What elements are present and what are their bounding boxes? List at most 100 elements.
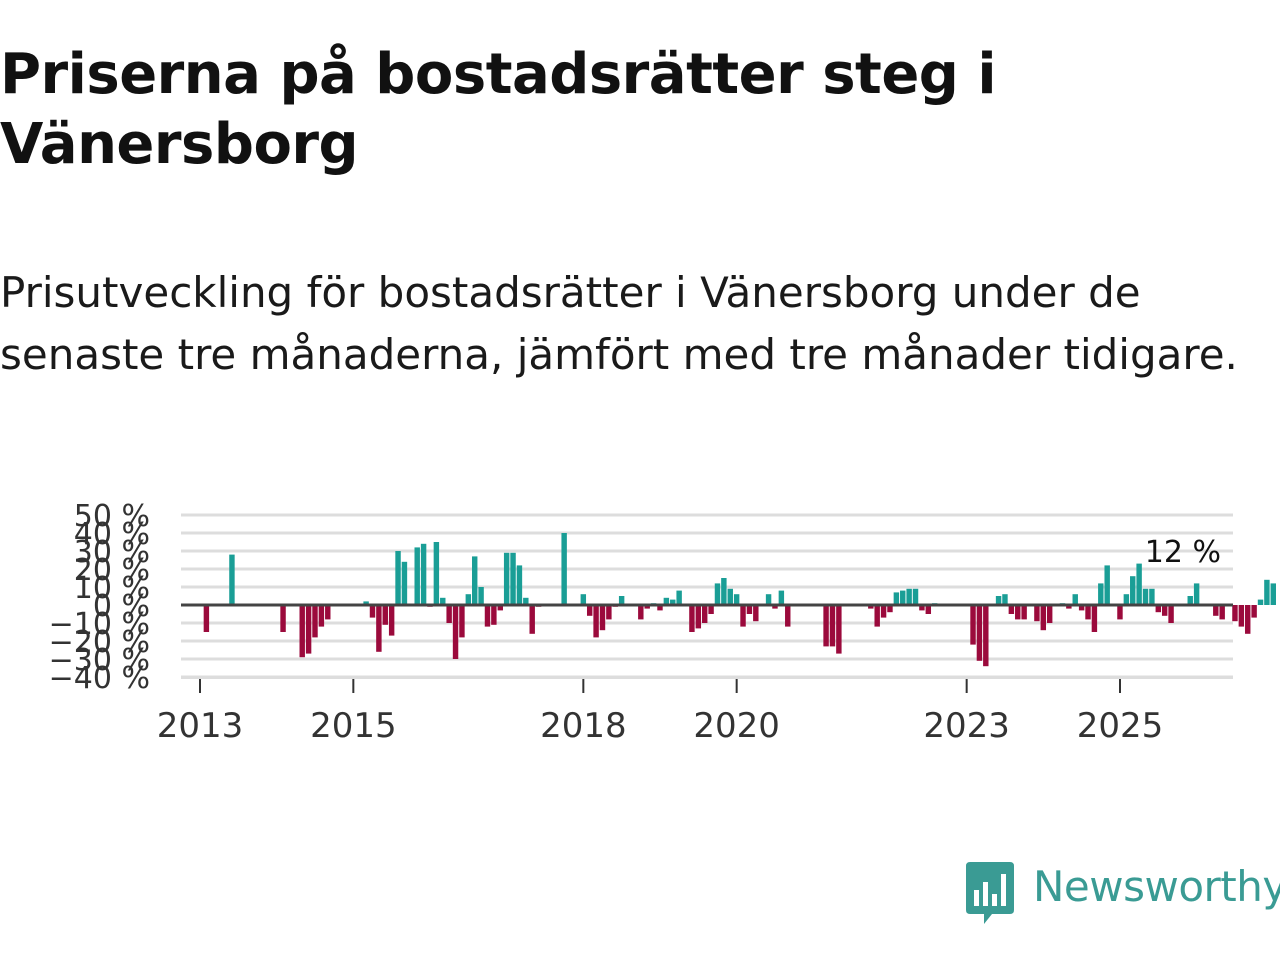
bar: [510, 552, 516, 605]
bar: [452, 605, 459, 659]
bar: [906, 588, 912, 605]
bar: [401, 561, 408, 605]
bar: [561, 533, 567, 605]
y-tick-label: 40 %: [74, 517, 150, 552]
last-value-annotation: 12 %: [1145, 535, 1221, 570]
x-tick-label: 2020: [693, 706, 780, 740]
bar: [689, 605, 695, 632]
bar: [1232, 605, 1238, 622]
bar: [1072, 594, 1078, 605]
bar: [1078, 605, 1085, 611]
bar: [644, 605, 650, 609]
bar: [772, 605, 778, 609]
y-tick-label: 50 %: [74, 499, 150, 534]
bar: [829, 605, 836, 647]
bar: [503, 552, 510, 605]
y-tick-label: 20 %: [74, 553, 150, 588]
bar: [823, 605, 829, 647]
bar: [657, 605, 663, 611]
bar: [388, 605, 395, 636]
bar: [880, 605, 887, 618]
x-axis: 2013 2015 2018 2020 2023 2025: [157, 677, 1233, 740]
y-axis: 50 %40 %30 %20 %10 %0 %−10 %−20 %−30 %−4…: [49, 499, 150, 696]
bar: [414, 547, 420, 605]
bar: [701, 605, 708, 623]
bar: [1091, 605, 1098, 632]
bar: [721, 578, 727, 605]
bar: [925, 605, 932, 614]
bar: [472, 556, 478, 605]
x-tick-label: 2018: [540, 706, 627, 740]
bar: [382, 605, 388, 625]
bar: [516, 565, 523, 605]
brand-name: Newsworthy: [1033, 862, 1280, 911]
bar: [369, 605, 376, 618]
bar: [484, 605, 491, 627]
bar: [1021, 605, 1027, 620]
bar: [497, 605, 503, 611]
y-tick-label: −40 %: [49, 661, 150, 696]
bar: [299, 605, 305, 658]
bar: [529, 605, 535, 634]
bar: [1015, 605, 1021, 620]
bar: [785, 605, 791, 627]
y-tick-label: −30 %: [49, 643, 150, 678]
x-tick-label: 2025: [1077, 706, 1164, 740]
bar: [995, 596, 1002, 605]
bar: [280, 605, 286, 632]
bar: [325, 605, 331, 620]
bar: [708, 605, 714, 614]
chart-title: Priserna på bostadsrätter steg i Vänersb…: [0, 42, 997, 177]
bar: [606, 605, 612, 620]
bar: [1117, 605, 1123, 620]
bar: [778, 590, 785, 605]
bar: [599, 605, 606, 631]
y-tick-label: 10 %: [74, 571, 150, 606]
x-tick-label: 2015: [310, 706, 397, 740]
bar: [868, 605, 874, 609]
bar: [746, 605, 753, 614]
bar: [440, 597, 446, 605]
bar: [318, 605, 325, 627]
bar: [478, 587, 484, 605]
x-tick-label: 2013: [157, 706, 244, 740]
bar: [376, 605, 382, 652]
bar: [1104, 565, 1110, 605]
chart-subtitle: Prisutveckling för bostadsrätter i Väner…: [0, 268, 1238, 379]
bar: [465, 594, 472, 605]
bar: [900, 590, 906, 605]
bar: [1002, 594, 1008, 605]
bar: [874, 605, 880, 627]
bar: [446, 605, 452, 623]
bar: [887, 605, 893, 613]
bar: [1085, 605, 1091, 620]
bar: [727, 588, 733, 605]
bar: [305, 605, 312, 654]
y-tick-label: −10 %: [49, 607, 150, 642]
bar: [1264, 579, 1270, 605]
bar: [733, 594, 740, 605]
bar: [976, 605, 983, 661]
bar: [714, 583, 721, 605]
bar: [1251, 605, 1257, 618]
bar: [893, 592, 900, 605]
y-tick-label: −20 %: [49, 625, 150, 660]
bar: [836, 605, 842, 654]
bar: [203, 605, 210, 632]
bar: [1046, 605, 1053, 623]
bar: [1193, 583, 1200, 605]
bar: [663, 597, 670, 605]
bar: [765, 594, 772, 605]
bar: [1155, 605, 1162, 613]
bar: [1142, 588, 1149, 605]
bar: [1149, 588, 1155, 605]
x-tick-label: 2023: [923, 706, 1010, 740]
bar: [593, 605, 599, 638]
bar: [695, 605, 702, 629]
bar: [1257, 599, 1264, 605]
bar: [312, 605, 318, 638]
bar: [1130, 576, 1136, 605]
bar: [638, 605, 644, 620]
y-tick-label: 0 %: [93, 589, 150, 624]
bar: [1098, 583, 1104, 605]
